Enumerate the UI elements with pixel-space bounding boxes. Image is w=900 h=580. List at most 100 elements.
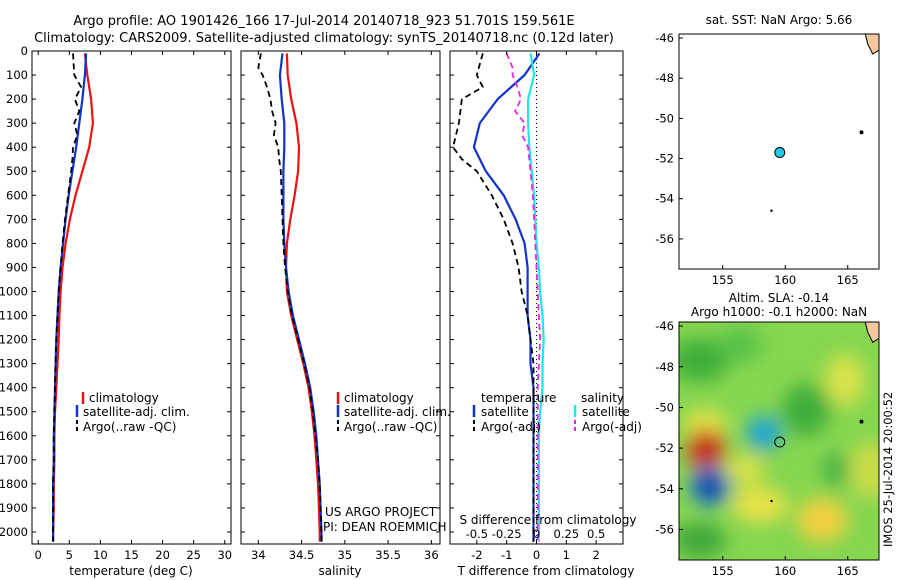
x-tick-label: -1 xyxy=(501,548,512,562)
sla-map-frame xyxy=(678,321,880,561)
series-line xyxy=(526,53,545,542)
island xyxy=(770,499,773,503)
depth-tick-label: 600 xyxy=(6,188,28,202)
x-tick-label: 0 xyxy=(533,548,540,562)
map-x-tick-label: 165 xyxy=(837,273,859,287)
series-line xyxy=(505,53,541,542)
island xyxy=(770,209,773,212)
x-tick-label: 34.5 xyxy=(289,548,315,562)
map-y-tick-label: -46 xyxy=(655,319,674,333)
x-tick-label: 15 xyxy=(124,548,139,562)
map-x-tick-label: 165 xyxy=(837,564,859,578)
sla-map-subtitle: Argo h1000: -0.1 h2000: NaN xyxy=(691,305,867,319)
temperature-legend: climatology satellite-adj. clim. Argo(..… xyxy=(75,391,190,434)
figure-subtitle: Climatology: CARS2009. Satellite-adjuste… xyxy=(34,31,614,46)
temperature-axis-label: temperature (deg C) xyxy=(69,564,192,578)
map-x-tick-label: 155 xyxy=(712,273,734,287)
map-x-tick-label: 155 xyxy=(712,564,734,578)
legend-label-sal-argo: Argo(-adj) xyxy=(582,420,642,434)
map-y-tick-label: -54 xyxy=(655,482,674,496)
map-y-tick-label: -56 xyxy=(655,232,674,246)
map-y-tick-label: -56 xyxy=(655,522,674,536)
island xyxy=(859,130,864,135)
x-tick-label: 30 xyxy=(217,548,232,562)
sla-heatmap xyxy=(679,322,879,560)
top-x-tick-label: 0.25 xyxy=(554,527,580,541)
map-x-tick-label: 160 xyxy=(774,564,796,578)
legend-label-satellite: satellite-adj. clim. xyxy=(344,405,451,419)
coastline xyxy=(864,33,880,55)
depth-tick-label: 1100 xyxy=(0,309,28,323)
map-y-tick-label: -50 xyxy=(655,111,674,125)
series-line xyxy=(284,53,321,542)
depth-tick-label: 1500 xyxy=(0,405,28,419)
x-tick-label: 34 xyxy=(251,548,266,562)
legend-title-salinity: salinity xyxy=(581,391,624,405)
figure-title: Argo profile: AO 1901426_166 17-Jul-2014… xyxy=(73,14,574,29)
depth-tick-label: 1300 xyxy=(0,357,28,371)
coastline xyxy=(864,321,880,344)
axes-ticks: 0100200300400500600700800900100011001200… xyxy=(0,44,623,562)
map-y-tick-label: -52 xyxy=(655,441,674,455)
map-y-tick-label: -52 xyxy=(655,152,674,166)
x-tick-label: 1 xyxy=(563,548,570,562)
depth-tick-label: 300 xyxy=(6,116,28,130)
top-x-tick-label: -0.25 xyxy=(492,527,522,541)
legend-label-sal-satellite: satellite xyxy=(582,405,630,419)
depth-tick-label: 1700 xyxy=(0,453,28,467)
salinity-plot-area xyxy=(257,53,323,542)
sla-map-title: Altim. SLA: -0.14 xyxy=(729,291,829,305)
x-tick-label: 10 xyxy=(93,548,108,562)
island xyxy=(859,419,864,424)
series-line xyxy=(452,53,535,542)
depth-tick-label: 1400 xyxy=(0,381,28,395)
map-y-tick-label: -54 xyxy=(655,192,674,206)
map-x-tick-label: 160 xyxy=(774,273,796,287)
x-tick-label: 35.5 xyxy=(375,548,401,562)
legend-label-climatology: climatology xyxy=(89,391,159,405)
project-annotation: US ARGO PROJECT xyxy=(325,505,437,519)
depth-tick-label: 1200 xyxy=(0,333,28,347)
top-x-tick-label: 0 xyxy=(533,527,540,541)
legend-label-argo: Argo(..raw -QC) xyxy=(83,420,176,434)
pi-annotation: PI: DEAN ROEMMICH xyxy=(323,520,446,534)
depth-tick-label: 1800 xyxy=(0,477,28,491)
difference-plot-area xyxy=(452,51,545,544)
series-line xyxy=(472,52,541,542)
sla-map-content: 155 160 165 -46 -48 -50 -52 -54 -56 xyxy=(655,319,880,578)
legend-label-temp-satellite: satellite xyxy=(481,405,529,419)
legend-label-satellite: satellite-adj. clim. xyxy=(83,405,190,419)
x-tick-label: 25 xyxy=(186,548,201,562)
depth-tick-label: 700 xyxy=(6,212,28,226)
legend-label-temp-argo: Argo(-adj) xyxy=(481,420,541,434)
difference-legend: temperature salinity satellite Argo(-adj… xyxy=(472,391,642,434)
x-tick-label: 36 xyxy=(424,548,439,562)
difference-top-axis-label: S difference from climatology xyxy=(460,513,637,527)
x-tick-label: 35 xyxy=(338,548,353,562)
x-tick-label: 2 xyxy=(592,548,599,562)
salinity-axis-label: salinity xyxy=(318,564,361,578)
profile-location-marker xyxy=(774,436,786,448)
depth-tick-label: 900 xyxy=(6,260,28,274)
temperature-plot-area xyxy=(51,53,95,542)
x-tick-label: 0 xyxy=(35,548,42,562)
profile-location-marker xyxy=(774,147,786,159)
depth-tick-label: 2000 xyxy=(0,525,28,539)
sst-map-title: sat. SST: NaN Argo: 5.66 xyxy=(706,13,853,27)
map-y-tick-label: -50 xyxy=(655,400,674,414)
map-y-tick-label: -48 xyxy=(655,71,674,85)
depth-tick-label: 400 xyxy=(6,140,28,154)
depth-tick-label: 1600 xyxy=(0,429,28,443)
sst-map-content: 155 160 165 -46 -48 -50 -52 -54 -56 xyxy=(655,31,880,287)
depth-tick-label: 0 xyxy=(21,44,28,58)
x-tick-label: -2 xyxy=(471,548,482,562)
difference-panel-frame xyxy=(449,50,624,545)
salinity-panel-frame xyxy=(240,50,441,545)
legend-label-climatology: climatology xyxy=(344,391,414,405)
depth-tick-label: 1000 xyxy=(0,284,28,298)
legend-title-temperature: temperature xyxy=(481,391,556,405)
salinity-legend: climatology satellite-adj. clim. Argo(..… xyxy=(336,391,451,434)
difference-axis-label: T difference from climatology xyxy=(457,564,635,578)
series-line xyxy=(257,53,323,542)
